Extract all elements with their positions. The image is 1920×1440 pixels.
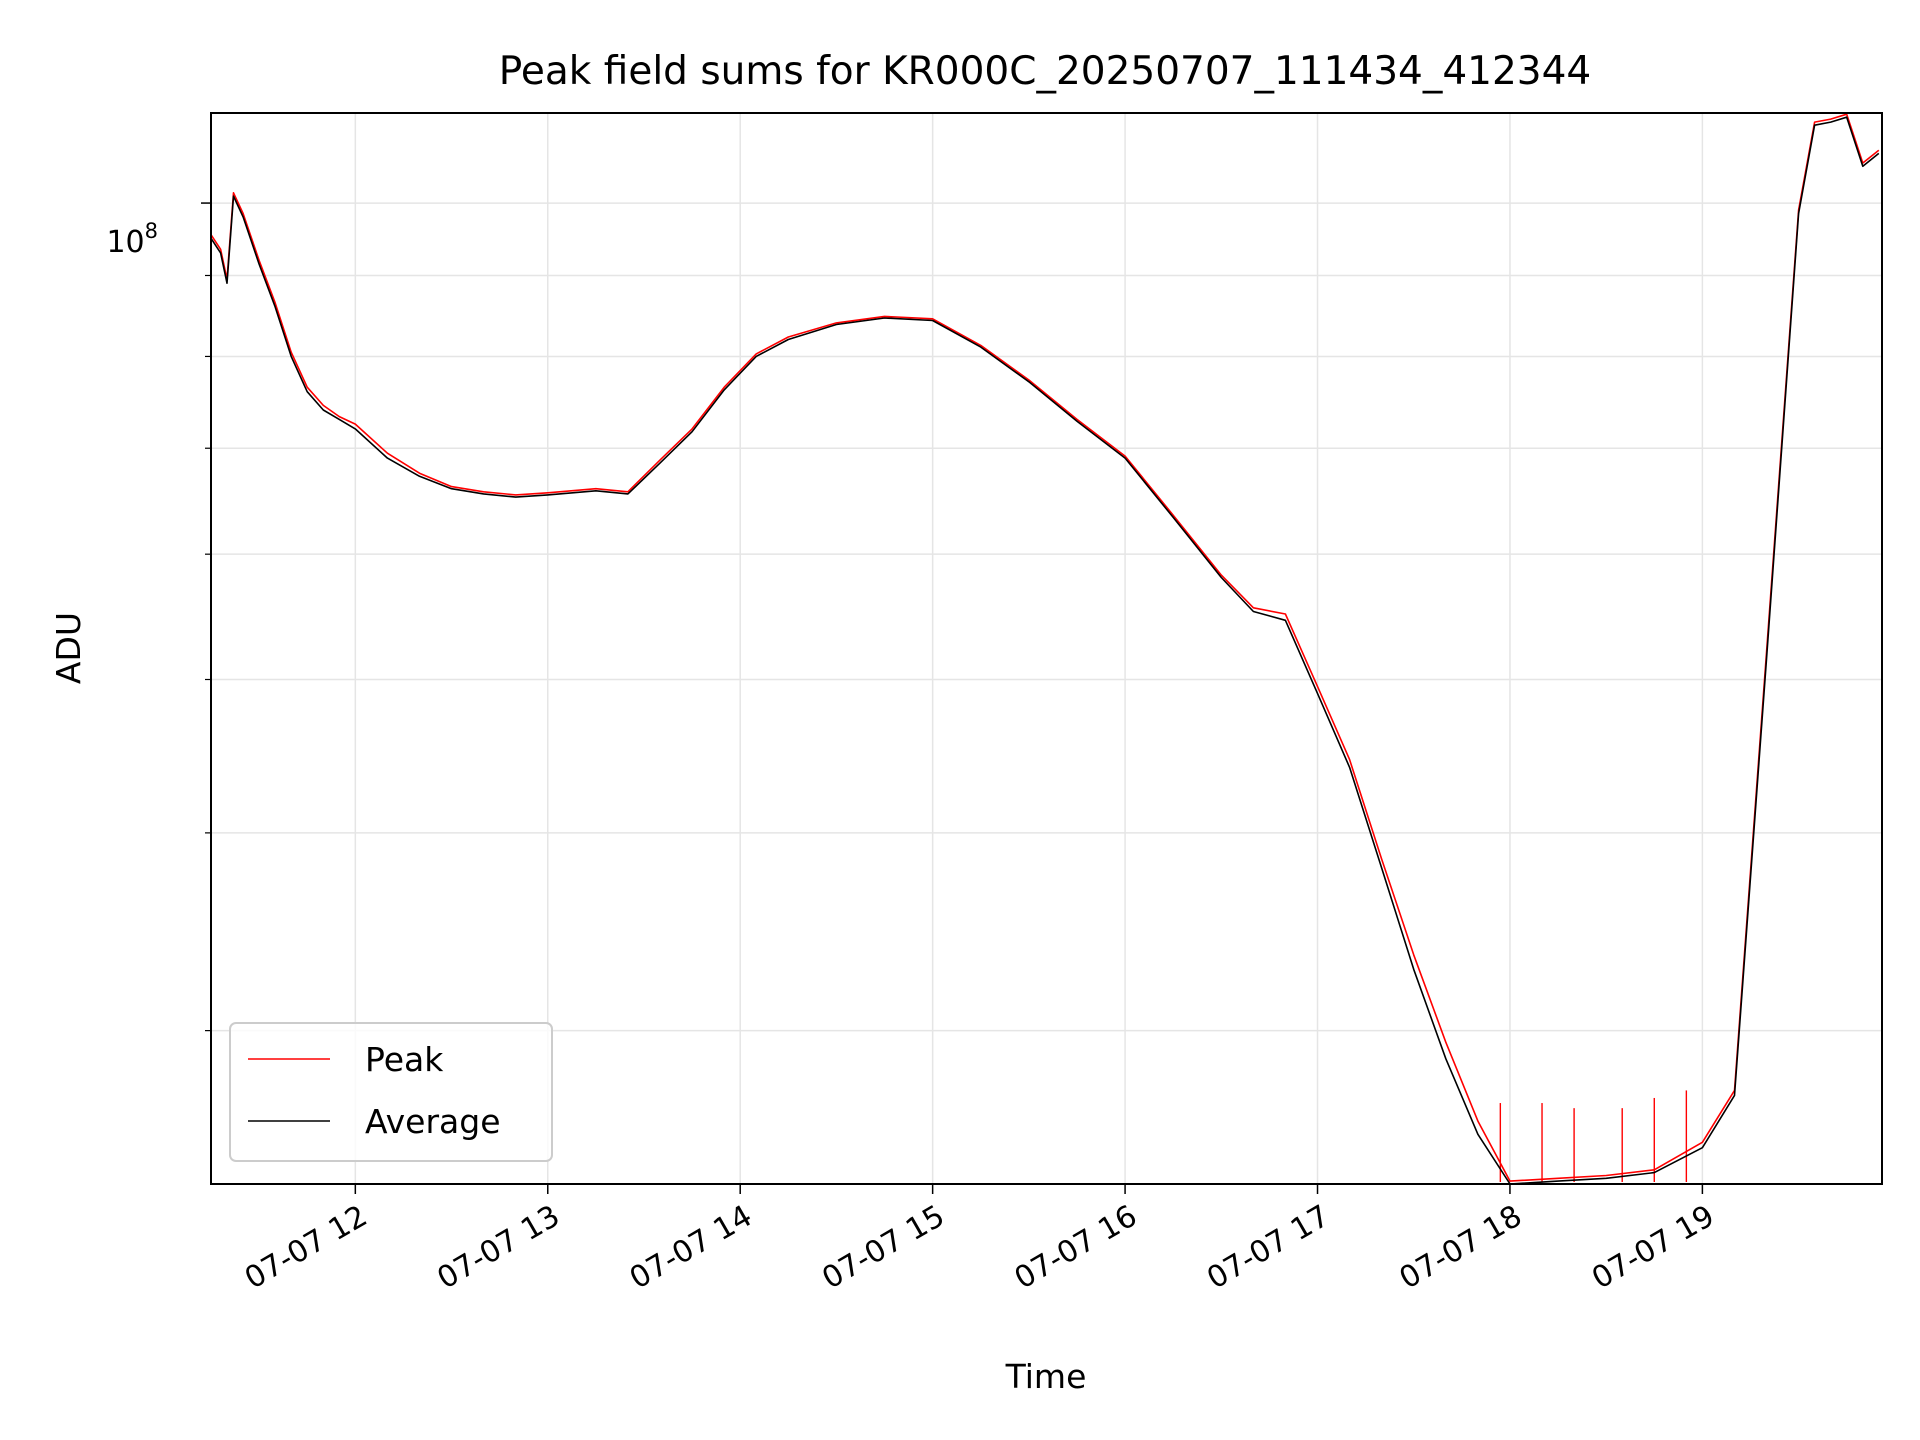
x-tick-label: 07-07 15: [816, 1199, 950, 1297]
x-tick-label: 07-07 18: [1394, 1199, 1528, 1297]
x-axis-ticks: 07-07 12 07-07 13 07-07 14 07-07 15 07-07 16…: [239, 1184, 1720, 1296]
series-line-average: [210, 116, 1880, 1185]
chart-title: Peak field sums for KR000C_20250707_1114…: [499, 49, 1591, 94]
legend: Peak Average: [229, 1022, 553, 1162]
x-tick-label: 07-07 14: [624, 1199, 758, 1297]
x-tick-label: 07-07 19: [1586, 1199, 1720, 1297]
plot-frame: [210, 112, 1883, 1185]
y-axis-label: ADU: [49, 612, 88, 684]
y-axis-ticks: [201, 202, 211, 1032]
x-tick-label: 07-07 17: [1201, 1199, 1335, 1297]
series-line-peak: [210, 113, 1880, 1182]
series-layer: [210, 113, 1880, 1185]
legend-box: [229, 1022, 553, 1162]
legend-label-average: Average: [365, 1102, 501, 1141]
x-tick-label: 07-07 12: [239, 1199, 373, 1297]
legend-label-peak: Peak: [365, 1040, 444, 1079]
x-axis-label: Time: [1005, 1357, 1087, 1396]
x-tick-label: 07-07 16: [1009, 1199, 1143, 1297]
grid: [211, 113, 1882, 1184]
x-tick-label: 07-07 13: [431, 1199, 565, 1297]
y-tick-label-1e8: 108: [106, 219, 158, 260]
